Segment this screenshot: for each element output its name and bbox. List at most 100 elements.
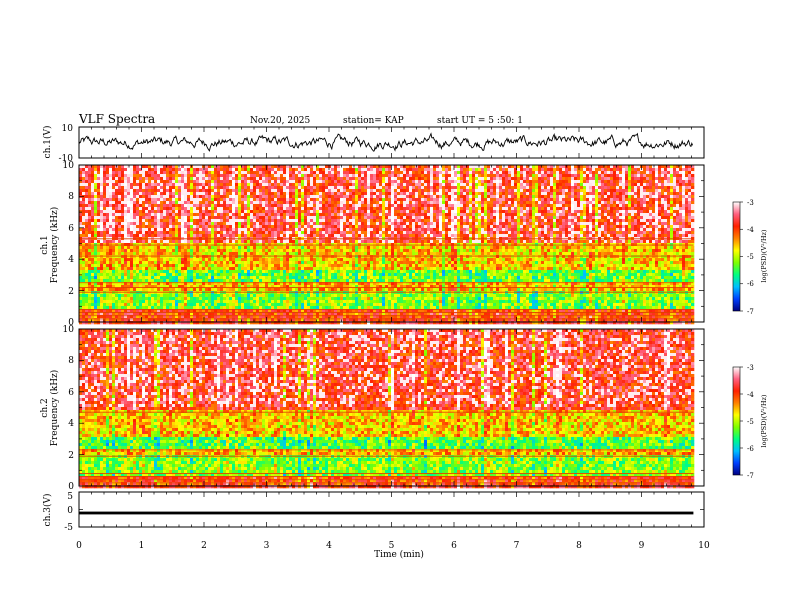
ch1-spectrogram-cell (517, 186, 521, 190)
ch1-spectrogram-cell (313, 201, 317, 205)
ch1-spectrogram-cell (127, 201, 131, 205)
ch1-spectrogram-cell (295, 183, 299, 187)
ch1-spectrogram-cell (652, 192, 656, 196)
ch1-spectrogram-cell (397, 213, 401, 217)
ch1-spectrogram-cell (466, 210, 470, 214)
ch1-spectrogram-cell (115, 210, 119, 214)
ch1-spectrogram-cell (394, 222, 398, 226)
ch1-spectrogram-cell (502, 186, 506, 190)
ch1-spectrogram-cell (541, 180, 545, 184)
ch1-spectrogram-cell (664, 201, 668, 205)
ch1-spectrogram-cell (277, 186, 281, 190)
ch1-spectrogram-cell (283, 186, 287, 190)
ch1-spectrogram-cell (418, 201, 422, 205)
ch1-spectrogram-cell (526, 234, 530, 238)
ch1-spectrogram-cell (418, 228, 422, 232)
ch1-spectrogram-cell (448, 171, 452, 175)
ch1-spectrogram-cell (244, 183, 248, 187)
ch1-spectrogram-cell (637, 195, 641, 199)
ch1-spectrogram-cell (145, 204, 149, 208)
ch1-spectrogram-cell (526, 216, 530, 220)
ch1-spectrogram-cell (592, 213, 596, 217)
ch1-spectrogram-cell (289, 210, 293, 214)
ch1-spectrogram-cell (100, 195, 104, 199)
ch1-spectrogram-cell (262, 201, 266, 205)
ch1-spectrogram-cell (625, 204, 629, 208)
ch1-spectrogram-cell (160, 174, 164, 178)
ch1-spectrogram-cell (586, 192, 590, 196)
ch1-spectrogram-cell (364, 201, 368, 205)
ch1-spectrogram-cell (427, 225, 431, 229)
ch1-spectrogram-cell (553, 177, 557, 181)
ch1-spectrogram-cell (121, 189, 125, 193)
ch1-spectrogram-cell (598, 204, 602, 208)
ch1-spectrogram-cell (469, 180, 473, 184)
ch1-spectrogram-cell (256, 183, 260, 187)
ch1-spectrogram-cell (481, 168, 485, 172)
ch1-spectrogram-cell (652, 228, 656, 232)
ch1-spectrogram-cell (355, 207, 359, 211)
ch1-spectrogram-cell (295, 189, 299, 193)
ch1-spectrogram-cell (304, 171, 308, 175)
ch1-spectrogram-cell (151, 186, 155, 190)
ch1-spectrogram-cell (634, 177, 638, 181)
ch1-spectrogram-cell (463, 207, 467, 211)
ch1-spectrogram-cell (511, 234, 515, 238)
ch1-spectrogram-cell (367, 213, 371, 217)
ch1-spectrogram-cell (163, 198, 167, 202)
ch1-spectrogram-cell (160, 207, 164, 211)
ch1-spectrogram-cell (400, 195, 404, 199)
ch1-spectrogram-cell (145, 213, 149, 217)
ch1-spectrogram-cell (685, 165, 689, 169)
ch1-spectrogram-cell (235, 210, 239, 214)
ch1-spectrogram-cell (109, 180, 113, 184)
ch1-spectrogram-cell (121, 177, 125, 181)
ch1-spectrogram-cell (409, 225, 413, 229)
ch1-spectrogram-cell (409, 228, 413, 232)
ch1-spectrogram-cell (559, 183, 563, 187)
ch1-spectrogram-cell (190, 216, 194, 220)
ch1-spectrogram-cell (562, 204, 566, 208)
ch1-spectrogram-cell (427, 219, 431, 223)
ch1-spectrogram-cell (640, 174, 644, 178)
ch1-spectrogram-cell (295, 210, 299, 214)
ch1-spectrogram-cell (364, 207, 368, 211)
ch1-spectrogram-cell (394, 189, 398, 193)
ch1-spectrogram-cell (502, 213, 506, 217)
ch1-spectrogram-cell (457, 204, 461, 208)
ch1-spectrogram-cell (97, 204, 101, 208)
ch1-spectrogram-cell (151, 165, 155, 169)
ch1-spectrogram-cell (295, 171, 299, 175)
ch1-spectrogram-cell (208, 174, 212, 178)
ch1-spectrogram-cell (667, 207, 671, 211)
ch1-spectrogram-cell (550, 189, 554, 193)
ch1-spectrogram-cell (94, 216, 98, 220)
ch1-spectrogram-cell (451, 180, 455, 184)
ch1-spectrogram-cell (121, 201, 125, 205)
ch1-spectrogram-cell (232, 186, 236, 190)
ch1-spectrogram-cell (193, 222, 197, 226)
ch1-spectrogram-cell (166, 189, 170, 193)
ch1-spectrogram-cell (487, 216, 491, 220)
ch1-spectrogram-cell (580, 201, 584, 205)
ch1-spectrogram-cell (283, 222, 287, 226)
ch1-spectrogram-cell (631, 198, 635, 202)
ch1-spectrogram-cell (589, 210, 593, 214)
ch1-spectrogram-cell (148, 174, 152, 178)
ch1-spectrogram-cell (655, 192, 659, 196)
ch1-spectrogram-cell (346, 168, 350, 172)
ch1-spectrogram-cell (253, 174, 257, 178)
ch1-spectrogram-cell (175, 165, 179, 169)
ch1-spectrogram-cell (184, 228, 188, 232)
ch1-spectrogram-cell (184, 210, 188, 214)
ch1-spectrogram-cell (235, 204, 239, 208)
ch1-spectrogram-cell (592, 225, 596, 229)
ch1-spectrogram-cell (541, 225, 545, 229)
ch1-spectrogram-cell (289, 198, 293, 202)
ch1-spectrogram-cell (85, 192, 89, 196)
ch1-spectrogram-cell (91, 216, 95, 220)
ch1-spectrogram-cell (463, 177, 467, 181)
ch1-spectrogram-cell (604, 174, 608, 178)
ch1-spectrogram-cell (448, 228, 452, 232)
ch1-spectrogram-cell (358, 177, 362, 181)
